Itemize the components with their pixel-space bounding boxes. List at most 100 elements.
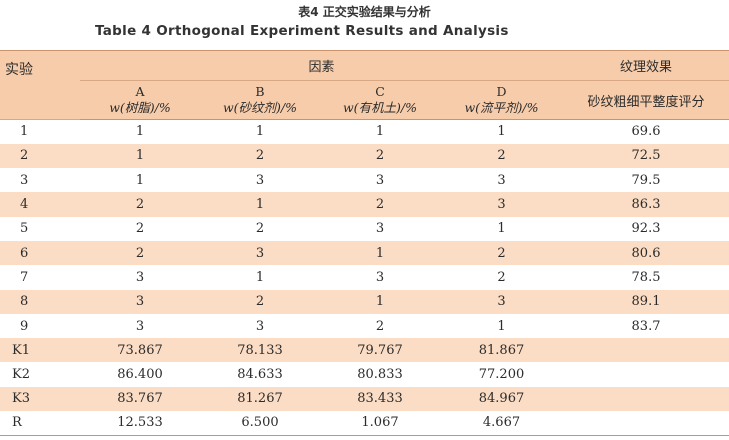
cell-c: 2 — [320, 313, 440, 339]
cell-d: 4.667 — [440, 411, 564, 436]
table-row: 5 2 2 3 1 92.3 — [0, 216, 729, 241]
cell-b: 78.133 — [200, 338, 320, 363]
header-factors-group: 因素 — [80, 50, 564, 81]
cell-d: 1 — [440, 216, 564, 241]
table-row: 3 1 3 3 3 79.5 — [0, 168, 729, 193]
cell-c: 1.067 — [320, 411, 440, 436]
stats-row: R 12.533 6.500 1.067 4.667 — [0, 411, 729, 436]
stats-row: K2 86.400 84.633 80.833 77.200 — [0, 362, 729, 387]
cell-a: 1 — [80, 168, 200, 193]
cell-b: 3 — [200, 240, 320, 266]
cell-score: 86.3 — [563, 192, 729, 217]
factor-d-letter: D — [496, 84, 507, 99]
row-id: 1 — [0, 119, 80, 144]
table-body: 1 1 1 1 1 69.6 2 1 2 2 2 72.5 3 1 3 3 3 79.5 4 2 1 2 3 86.3 5 2 2 3… — [0, 119, 729, 436]
cell-score: 78.5 — [563, 265, 729, 290]
header-factor-b: B w(砂纹剂)/% — [200, 80, 320, 120]
row-id: 3 — [0, 168, 80, 193]
factor-b-label: w(砂纹剂)/% — [222, 100, 298, 115]
cell-d: 2 — [440, 143, 564, 169]
factor-b-letter: B — [255, 84, 265, 99]
cell-a: 83.767 — [80, 386, 200, 412]
table-row: 7 3 1 3 2 78.5 — [0, 265, 729, 290]
cell-a: 1 — [80, 143, 200, 169]
cell-b: 2 — [200, 289, 320, 314]
cell-c: 1 — [320, 119, 440, 144]
table-row: 6 2 3 1 2 80.6 — [0, 240, 729, 266]
cell-a: 1 — [80, 119, 200, 144]
cell-a: 73.867 — [80, 338, 200, 363]
table-row: 1 1 1 1 1 69.6 — [0, 119, 729, 144]
cell-d: 81.867 — [440, 338, 564, 363]
row-id: 2 — [0, 143, 80, 169]
row-id: K2 — [0, 362, 80, 387]
cell-b: 2 — [200, 143, 320, 169]
cell-d: 1 — [440, 119, 564, 144]
cell-b: 1 — [200, 265, 320, 290]
row-id: 9 — [0, 313, 80, 339]
row-id: K1 — [0, 338, 80, 363]
cell-a: 3 — [80, 289, 200, 314]
cell-c: 2 — [320, 192, 440, 217]
factor-c-letter: C — [375, 84, 385, 99]
header-effect-group: 纹理效果 — [563, 50, 729, 81]
cell-score — [563, 386, 729, 412]
cell-score: 80.6 — [563, 240, 729, 266]
cell-a: 2 — [80, 192, 200, 217]
table-row: 9 3 3 2 1 83.7 — [0, 313, 729, 339]
cell-b: 3 — [200, 168, 320, 193]
cell-b: 81.267 — [200, 386, 320, 412]
cell-score — [563, 411, 729, 436]
cell-d: 1 — [440, 313, 564, 339]
factor-a-letter: A — [135, 84, 145, 99]
cell-a: 3 — [80, 265, 200, 290]
cell-score: 72.5 — [563, 143, 729, 169]
cell-b: 1 — [200, 119, 320, 144]
cell-a: 3 — [80, 313, 200, 339]
factor-a-label: w(树脂)/% — [109, 100, 171, 115]
cell-a: 86.400 — [80, 362, 200, 387]
cell-b: 3 — [200, 313, 320, 339]
table-row: 2 1 2 2 2 72.5 — [0, 143, 729, 169]
cell-c: 3 — [320, 216, 440, 241]
orthogonal-results-table: 实验 因素 纹理效果 A w(树脂)/% B w(砂纹剂)/% C w(有机土)… — [0, 50, 729, 436]
cell-score: 79.5 — [563, 168, 729, 193]
header-factor-a: A w(树脂)/% — [80, 80, 200, 120]
row-id: 4 — [0, 192, 80, 217]
header-factor-c: C w(有机土)/% — [320, 80, 440, 120]
cell-score: 92.3 — [563, 216, 729, 241]
cell-b: 84.633 — [200, 362, 320, 387]
row-id: 8 — [0, 289, 80, 314]
cell-d: 3 — [440, 192, 564, 217]
table-row: 8 3 2 1 3 89.1 — [0, 289, 729, 314]
cell-b: 1 — [200, 192, 320, 217]
stats-row: K1 73.867 78.133 79.767 81.867 — [0, 338, 729, 363]
cell-c: 2 — [320, 143, 440, 169]
cell-a: 2 — [80, 240, 200, 266]
cell-c: 1 — [320, 240, 440, 266]
header-row-factors: A w(树脂)/% B w(砂纹剂)/% C w(有机土)/% D w(流平剂)… — [0, 80, 729, 120]
row-id: 7 — [0, 265, 80, 290]
cell-c: 83.433 — [320, 386, 440, 412]
cell-b: 2 — [200, 216, 320, 241]
cell-c: 1 — [320, 289, 440, 314]
row-id: R — [0, 411, 80, 436]
cell-d: 84.967 — [440, 386, 564, 412]
table-caption: 表4 正交实验结果与分析 Table 4 Orthogonal Experime… — [0, 0, 729, 50]
cell-score: 69.6 — [563, 119, 729, 144]
cell-c: 79.767 — [320, 338, 440, 363]
cell-score: 89.1 — [563, 289, 729, 314]
cell-d: 3 — [440, 289, 564, 314]
cell-d: 77.200 — [440, 362, 564, 387]
cell-a: 2 — [80, 216, 200, 241]
row-id: 6 — [0, 240, 80, 266]
table-title-chinese: 表4 正交实验结果与分析 — [298, 5, 431, 19]
cell-d: 2 — [440, 265, 564, 290]
row-id: K3 — [0, 386, 80, 412]
row-id: 5 — [0, 216, 80, 241]
cell-b: 6.500 — [200, 411, 320, 436]
table-row: 4 2 1 2 3 86.3 — [0, 192, 729, 217]
cell-c: 80.833 — [320, 362, 440, 387]
cell-d: 2 — [440, 240, 564, 266]
cell-score — [563, 362, 729, 387]
